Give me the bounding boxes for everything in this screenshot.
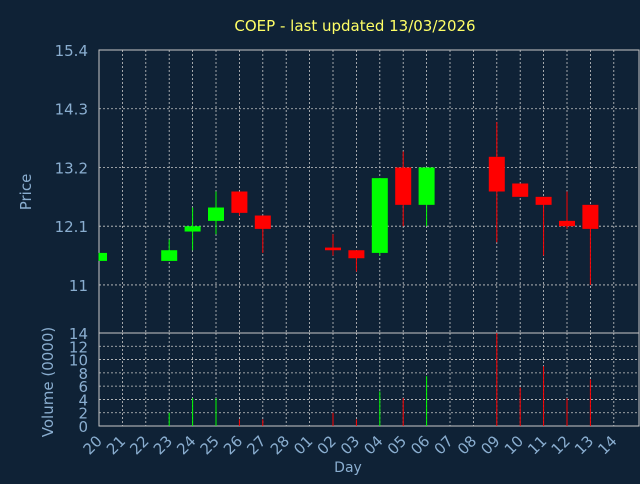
candle-body: [535, 196, 552, 205]
candle-body: [418, 167, 435, 205]
candle: [208, 191, 224, 235]
volume-y-tick-label: 0: [78, 418, 88, 436]
candle: [512, 183, 529, 197]
candle: [348, 250, 365, 272]
volume-y-tick-label: 2: [78, 405, 88, 423]
candle: [535, 196, 552, 256]
x-tick-labels: 2021222324252627280102030405060708091011…: [80, 432, 621, 458]
volume-axis-label: Volume (0000): [39, 327, 57, 437]
chart-title: COEP - last updated 13/03/2026: [234, 17, 475, 35]
candle: [161, 239, 178, 261]
volume-plot-frame: [98, 332, 640, 427]
volume-y-tick-label: 8: [78, 365, 88, 383]
price-y-tick-label: 13.2: [55, 159, 88, 177]
candle: [325, 234, 341, 256]
candle-body: [161, 250, 178, 261]
volume-y-tick-label: 14: [69, 325, 88, 343]
candle: [254, 215, 271, 253]
price-y-tick-label: 11: [69, 277, 88, 295]
candle-body: [348, 250, 365, 259]
candle: [371, 178, 388, 256]
candle: [231, 191, 248, 216]
price-y-tick-label: 14.3: [55, 101, 88, 119]
volume-y-tick-label: 6: [78, 378, 88, 396]
volume-bars: [168, 333, 591, 426]
volume-y-tick-label: 10: [69, 352, 88, 370]
candle-body: [395, 167, 412, 205]
candle-body: [371, 178, 388, 253]
volume-y-tick-label: 12: [69, 338, 88, 356]
candle: [488, 122, 505, 243]
candle-body: [99, 252, 107, 261]
candle-body: [512, 183, 529, 197]
candle: [395, 151, 412, 227]
volume-y-tick-label: 4: [78, 391, 88, 409]
price-axis-label: Price: [17, 174, 35, 211]
price-y-tick-label: 15.4: [55, 42, 88, 60]
candle: [559, 191, 575, 229]
x-axis-label: Day: [334, 460, 362, 476]
candle: [184, 207, 201, 251]
price-candles: [98, 122, 599, 285]
candle-body: [254, 215, 271, 229]
candle: [418, 167, 435, 227]
price-y-tick-label: 12.1: [55, 218, 88, 236]
candle-body: [325, 247, 341, 251]
candle-body: [184, 226, 201, 232]
candle: [582, 204, 599, 285]
candle-body: [582, 204, 599, 229]
candle-body: [231, 191, 248, 213]
price-y-tick-labels: 15.4 14.3 13.2 12.1 11: [55, 42, 88, 295]
candle: [98, 252, 107, 261]
candle-body: [208, 207, 224, 221]
candle-body: [488, 156, 505, 192]
candle-body: [559, 220, 575, 227]
